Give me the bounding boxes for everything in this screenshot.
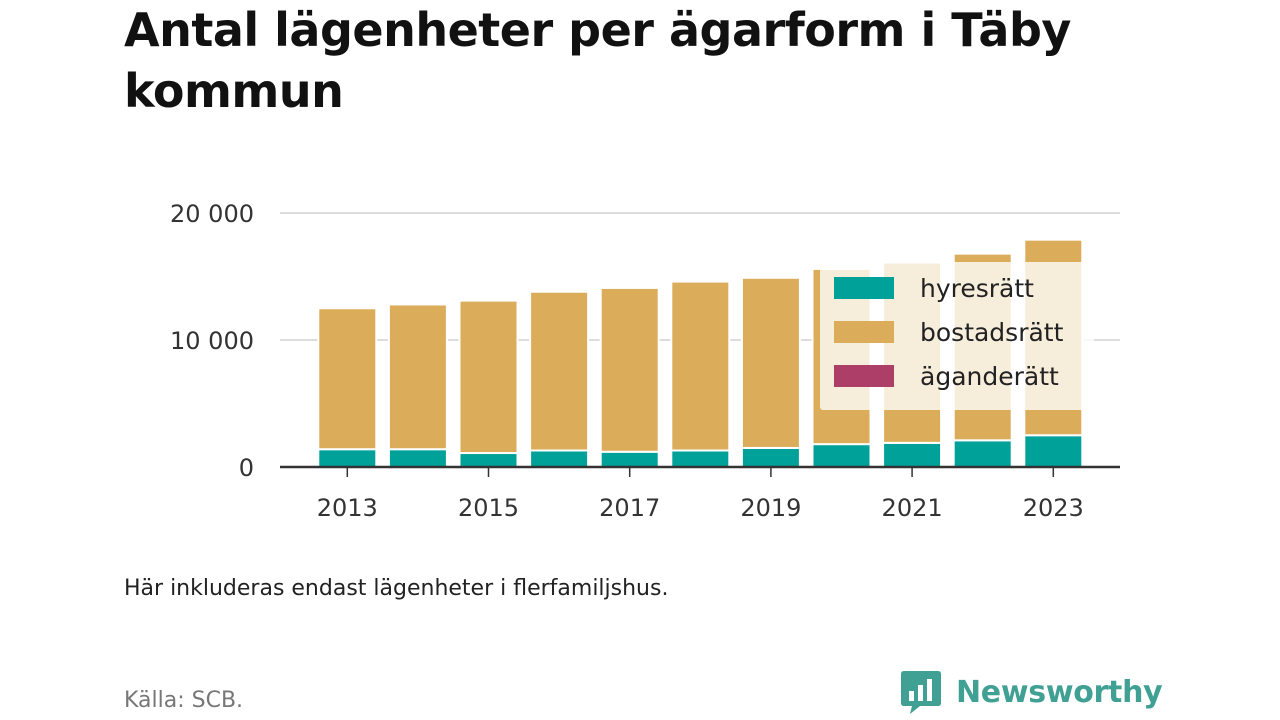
axes: 0 10 000 20 000 2013 2015 2017 2019 2021 2023	[170, 200, 1120, 522]
bar-segment	[317, 307, 378, 451]
y-tick-label: 0	[239, 454, 254, 482]
x-tick-label: 2019	[740, 494, 801, 522]
x-tick-label: 2015	[458, 494, 519, 522]
x-tick-label: 2023	[1023, 494, 1084, 522]
bar-segment	[529, 290, 590, 452]
bar-segment	[599, 286, 660, 453]
bar-segment	[670, 449, 731, 468]
bar-segment	[529, 449, 590, 468]
bar-segment	[740, 276, 801, 449]
legend-swatch	[834, 365, 894, 387]
bar-segment	[387, 448, 448, 469]
legend: hyresrätt bostadsrätt äganderätt	[820, 262, 1094, 410]
stacked-bar-chart: 0 10 000 20 000 2013 2015 2017 2019 2021 2023 hy…	[170, 200, 1120, 522]
x-tick-label: 2021	[882, 494, 943, 522]
bar-segment	[317, 448, 378, 469]
chart-note: Här inkluderas endast lägenheter i flerf…	[124, 576, 669, 601]
bar-chart-speech-bubble-icon	[901, 671, 941, 714]
bar-segment	[1023, 434, 1084, 468]
bar-segment	[952, 439, 1013, 468]
bar-segment	[882, 441, 943, 468]
brand-name: Newsworthy	[956, 674, 1163, 710]
bar-segment	[811, 443, 872, 469]
y-tick-label: 20 000	[170, 200, 254, 228]
bar-segment	[458, 452, 519, 468]
bar-segment	[670, 280, 731, 452]
bar-segment	[387, 303, 448, 451]
bar-segment	[740, 446, 801, 469]
bar-segment	[599, 450, 660, 469]
legend-swatch	[834, 277, 894, 299]
x-tick-label: 2017	[599, 494, 660, 522]
source-text: Källa: SCB.	[124, 688, 244, 713]
legend-swatch	[834, 321, 894, 343]
bar-segment	[458, 299, 519, 455]
legend-label: bostadsrätt	[920, 318, 1064, 347]
legend-label: hyresrätt	[920, 274, 1034, 303]
chart-title: Antal lägenheter per ägarform i Täby kom…	[124, 3, 1071, 118]
y-tick-label: 10 000	[170, 327, 254, 355]
legend-label: äganderätt	[920, 362, 1059, 391]
brand-logo: Newsworthy	[900, 671, 1163, 714]
x-tick-label: 2013	[317, 494, 378, 522]
